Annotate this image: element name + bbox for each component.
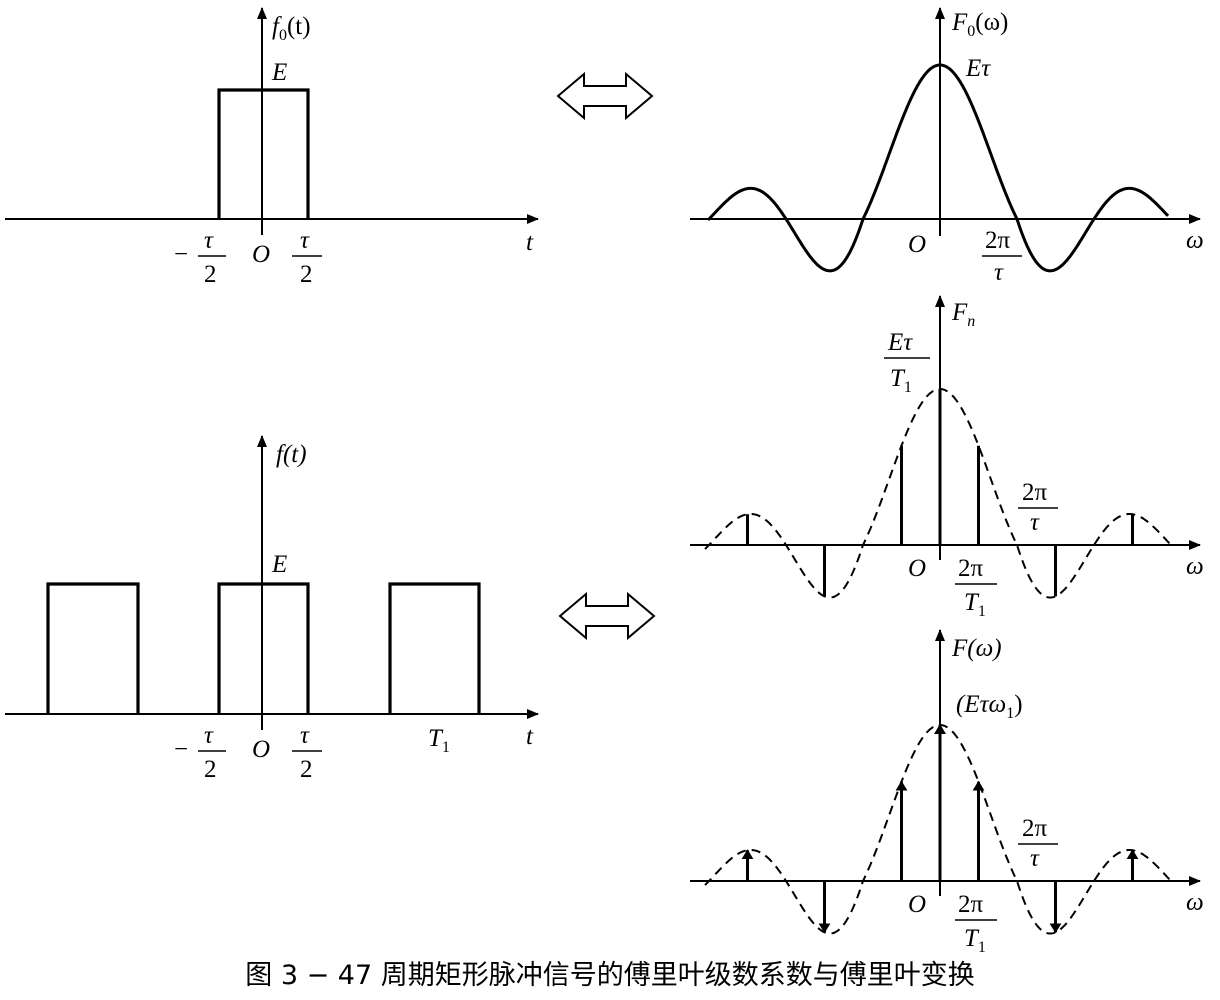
- zero-tick-den: τ: [994, 259, 1004, 286]
- transform-double-arrow-bottom: [558, 591, 656, 641]
- zero-den: τ: [1030, 509, 1040, 536]
- pos-tau-num: τ: [300, 227, 310, 254]
- zero-tick-num: 2π: [985, 227, 1011, 254]
- figure-caption: 图 3 − 47 周期矩形脉冲信号的傅里叶级数系数与傅里叶变换: [245, 960, 975, 991]
- panel-single-pulse-time: f0(t) E t − τ 2 O τ 2: [5, 7, 539, 288]
- neg-tau-num: τ: [204, 722, 214, 749]
- period-label: T1: [428, 725, 450, 756]
- minus-sign: −: [174, 736, 188, 763]
- origin-label: O: [252, 736, 270, 763]
- single-rect-pulse: [217, 88, 310, 219]
- tick-num: 2π: [958, 555, 984, 582]
- origin-label: O: [252, 241, 270, 268]
- peak-label: (Eτω1): [956, 691, 1023, 722]
- origin-label: O: [908, 891, 926, 918]
- panel-f-spectrum: F(ω) (Eτω1) 2π τ O 2π T1 ω: [690, 629, 1204, 956]
- amplitude-label: E: [271, 551, 287, 578]
- neg-tau-den: 2: [204, 756, 217, 783]
- zero-num: 2π: [1022, 815, 1048, 842]
- neg-tau-den: 2: [204, 261, 217, 288]
- rect-pulse-left: [46, 582, 140, 714]
- zero-den: τ: [1030, 845, 1040, 872]
- t-axis-label: t: [526, 229, 534, 256]
- panel-fn-spectrum: Fn Eτ T1 2π τ O 2π T1 ω: [690, 295, 1204, 620]
- tick-den: T1: [964, 589, 986, 620]
- t-axis-label: t: [526, 723, 534, 750]
- sinc-envelope-curve: [706, 63, 1170, 273]
- amplitude-label: E: [271, 59, 287, 86]
- origin-label: O: [908, 231, 926, 258]
- Fn-axis-label: Fn: [951, 299, 975, 330]
- transform-double-arrow-top: [556, 71, 654, 121]
- peak-den: T1: [890, 365, 912, 396]
- tick-den: T1: [964, 925, 986, 956]
- rect-pulse-right: [388, 582, 481, 714]
- f-impulse-arrows: [741, 724, 1139, 934]
- rect-pulse-center: [217, 582, 310, 714]
- pos-tau-den: 2: [300, 756, 313, 783]
- zero-num: 2π: [1022, 479, 1048, 506]
- peak-label: Eτ: [965, 55, 991, 82]
- panel-periodic-time: f(t) E t − τ 2 O τ 2 T1: [5, 435, 539, 783]
- omega-axis-label: ω: [1186, 553, 1204, 580]
- fn-spectral-lines: [746, 389, 1134, 597]
- f0-axis-label: f0(t): [272, 13, 311, 44]
- F0-axis-label: F0(ω): [951, 9, 1008, 40]
- peak-num: Eτ: [887, 329, 913, 356]
- f-axis-label: f(t): [276, 441, 307, 468]
- neg-tau-num: τ: [204, 227, 214, 254]
- minus-sign: −: [174, 241, 188, 268]
- origin-label: O: [908, 555, 926, 582]
- panel-single-spectrum: F0(ω) Eτ O 2π τ ω: [690, 7, 1204, 286]
- F-axis-label: F(ω): [951, 635, 1002, 662]
- omega-axis-label: ω: [1186, 889, 1204, 916]
- pos-tau-num: τ: [300, 722, 310, 749]
- pos-tau-den: 2: [300, 261, 313, 288]
- omega-axis-label: ω: [1186, 227, 1204, 254]
- tick-num: 2π: [958, 891, 984, 918]
